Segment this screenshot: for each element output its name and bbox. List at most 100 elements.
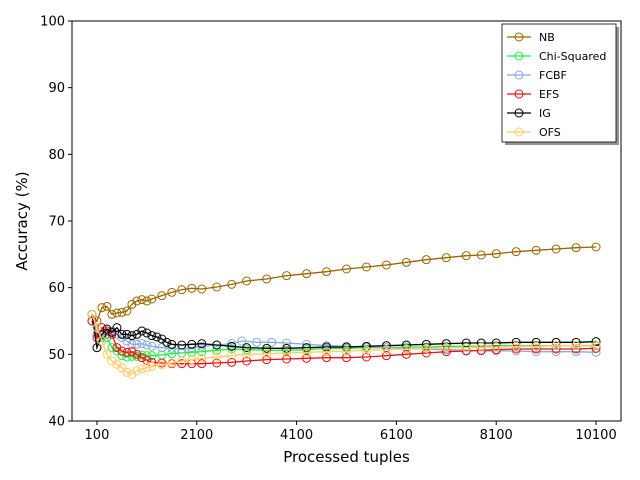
data-point-nb	[591, 242, 601, 252]
data-point-nb	[361, 262, 371, 272]
data-point-ofs	[262, 349, 272, 359]
legend-entry-ofs: OFS	[507, 126, 561, 139]
data-point-ig	[107, 327, 117, 337]
data-point-efs	[421, 348, 431, 358]
data-point-ig	[117, 329, 127, 339]
x-tick-label: 8100	[480, 428, 513, 443]
legend-swatch-marker	[514, 127, 524, 137]
x-tick-label: 100	[85, 428, 110, 443]
series-ofs	[87, 309, 601, 379]
data-point-efs	[142, 355, 152, 365]
data-point-nb	[476, 250, 486, 260]
data-point-ofs	[97, 336, 107, 346]
data-point-nb	[122, 306, 132, 316]
data-point-fcbf	[132, 339, 142, 349]
data-point-nb	[107, 309, 117, 319]
data-point-ig	[197, 339, 207, 349]
legend-swatch-marker	[514, 51, 524, 61]
data-point-ofs	[421, 343, 431, 353]
data-point-ofs	[401, 344, 411, 354]
data-point-fcbf	[282, 338, 292, 348]
data-point-ig	[102, 324, 112, 334]
data-point-ofs	[137, 364, 147, 374]
data-point-chi-squared	[122, 352, 132, 362]
data-point-ig	[127, 331, 137, 341]
data-point-nb	[132, 296, 142, 306]
data-point-ig	[157, 334, 167, 344]
series-line-ofs	[91, 314, 597, 376]
data-point-efs	[132, 349, 142, 359]
data-point-chi-squared	[227, 344, 237, 354]
data-point-ofs	[511, 341, 521, 351]
data-point-fcbf	[551, 347, 561, 357]
data-point-ofs	[476, 342, 486, 352]
data-point-ofs	[227, 351, 237, 361]
data-point-ig	[142, 328, 152, 338]
data-point-fcbf	[147, 341, 157, 351]
data-point-efs	[97, 323, 107, 333]
data-point-ofs	[102, 349, 112, 359]
data-point-ig	[461, 338, 471, 348]
x-axis-label: Processed tuples	[283, 448, 410, 466]
data-point-nb	[531, 245, 541, 255]
data-point-ofs	[167, 358, 177, 368]
data-point-ig	[282, 343, 292, 353]
data-point-fcbf	[187, 343, 197, 353]
data-point-efs	[491, 345, 501, 355]
data-point-ig	[112, 323, 122, 333]
data-point-efs	[262, 355, 272, 365]
data-point-nb	[137, 295, 147, 305]
data-point-fcbf	[571, 347, 581, 357]
data-point-nb	[551, 244, 561, 254]
data-point-nb	[401, 257, 411, 267]
data-point-efs	[381, 351, 391, 361]
y-tick-label: 70	[48, 215, 65, 230]
data-point-ofs	[87, 309, 97, 319]
series-nb	[87, 242, 601, 326]
series-layer	[87, 242, 601, 379]
legend-box	[501, 23, 617, 143]
data-point-ofs	[571, 341, 581, 351]
legend-entry-chi-squared: Chi-Squared	[507, 50, 606, 63]
data-point-nb	[282, 271, 292, 281]
data-point-ig	[97, 329, 107, 339]
data-point-nb	[167, 287, 177, 297]
data-point-fcbf	[197, 341, 207, 351]
data-point-efs	[531, 344, 541, 354]
data-point-fcbf	[137, 339, 147, 349]
data-point-nb	[421, 255, 431, 265]
data-point-efs	[137, 353, 147, 363]
data-point-ig	[322, 342, 332, 352]
x-tick-label: 4100	[280, 428, 313, 443]
y-tick-label: 100	[40, 15, 65, 30]
data-point-nb	[322, 267, 332, 277]
data-point-ofs	[491, 342, 501, 352]
data-point-ofs	[177, 356, 187, 366]
series-line-efs	[91, 320, 597, 365]
legend-swatch-marker	[514, 89, 524, 99]
legend-label: EFS	[539, 88, 559, 101]
data-point-ofs	[242, 349, 252, 359]
data-point-efs	[571, 344, 581, 354]
data-point-nb	[177, 285, 187, 295]
data-point-fcbf	[227, 339, 237, 349]
data-point-ig	[227, 341, 237, 351]
legend-entries: NB Chi-Squared FCBF EFS IG OFS	[507, 31, 606, 139]
legend: NB Chi-Squared FCBF EFS IG OFS	[501, 23, 619, 145]
data-point-ofs	[381, 345, 391, 355]
y-tick-label: 90	[48, 81, 65, 96]
data-point-ofs	[127, 369, 137, 379]
x-axis-ticks: 100 2100 4100 6100 8100 10100	[85, 421, 617, 443]
data-point-efs	[591, 343, 601, 353]
data-point-ofs	[531, 341, 541, 351]
data-point-ig	[147, 331, 157, 341]
legend-entry-fcbf: FCBF	[507, 69, 567, 82]
legend-label: OFS	[539, 126, 561, 139]
data-point-efs	[322, 353, 332, 363]
data-point-ig	[571, 337, 581, 347]
data-point-fcbf	[531, 347, 541, 357]
data-point-efs	[227, 357, 237, 367]
data-point-ofs	[322, 347, 332, 357]
y-axis-label: Accuracy (%)	[13, 171, 31, 270]
